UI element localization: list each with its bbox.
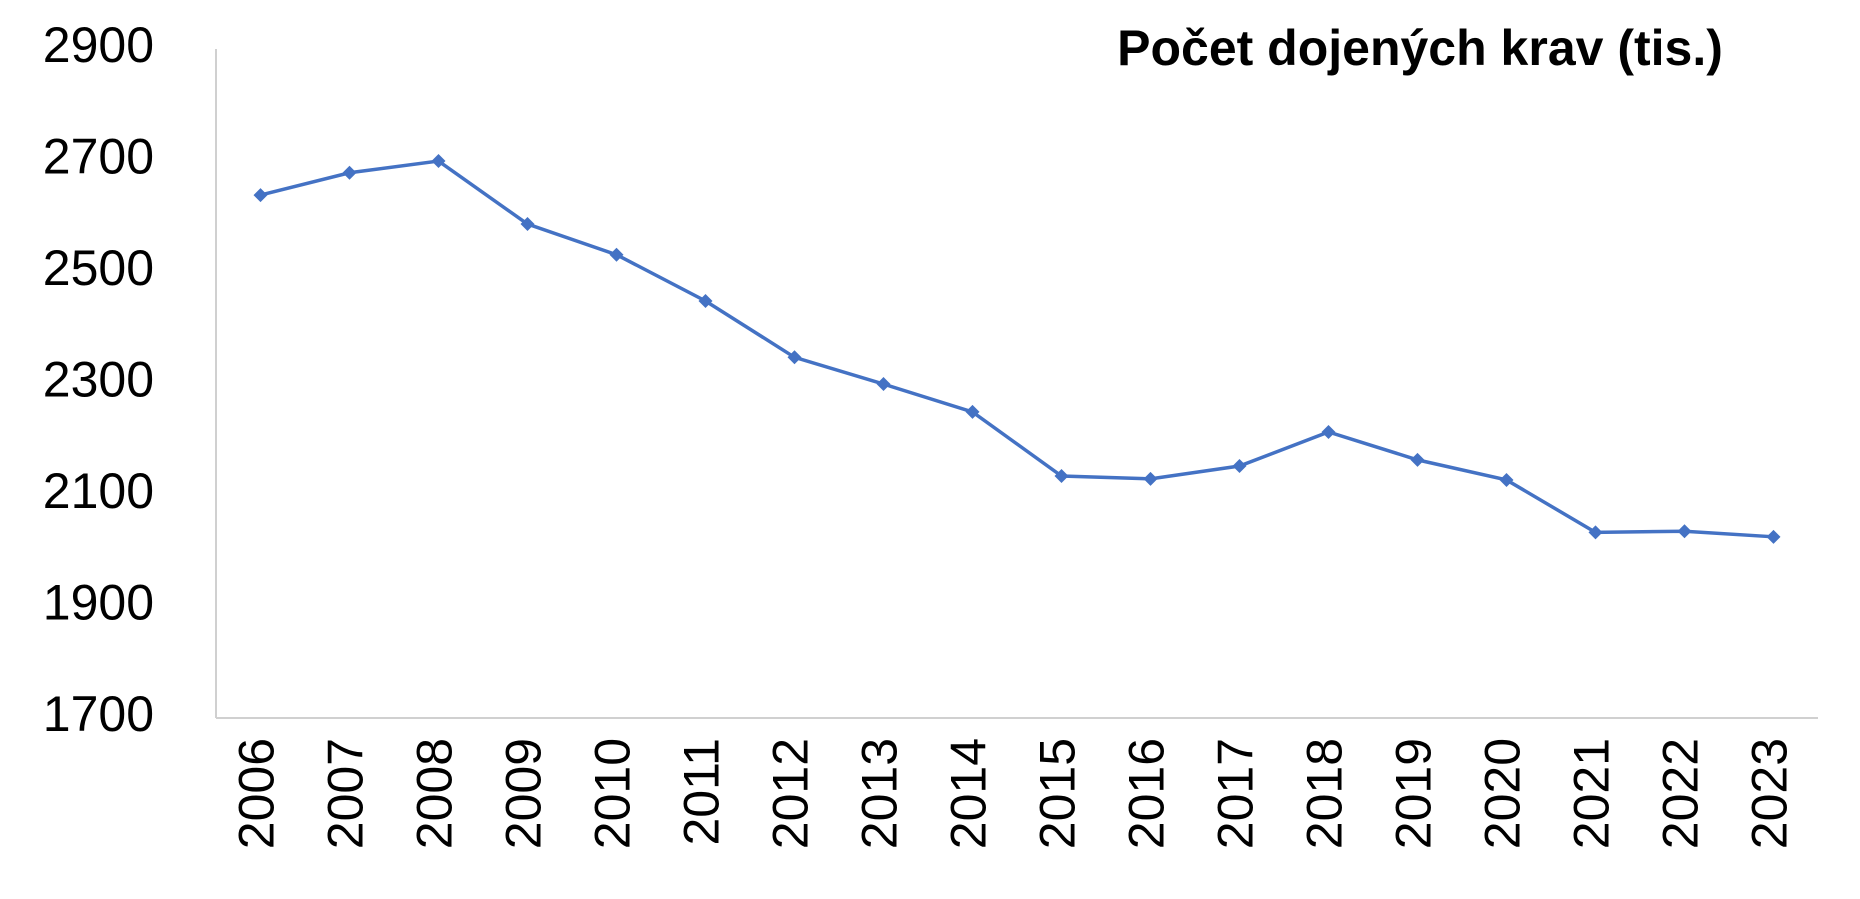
x-tick-label: 2022 bbox=[1653, 738, 1709, 849]
marker bbox=[520, 217, 535, 232]
marker bbox=[1054, 469, 1069, 484]
x-tick-label: 2019 bbox=[1386, 738, 1442, 849]
marker bbox=[787, 350, 802, 365]
marker bbox=[431, 154, 446, 169]
x-tick-label: 2021 bbox=[1564, 738, 1620, 849]
y-tick-label: 2500 bbox=[43, 240, 154, 296]
marker bbox=[1143, 471, 1158, 486]
x-tick-label: 2008 bbox=[407, 738, 463, 849]
x-tick-label: 2018 bbox=[1297, 738, 1353, 849]
x-tick-label: 2017 bbox=[1208, 738, 1264, 849]
x-tick-label: 2014 bbox=[941, 738, 997, 849]
marker bbox=[698, 293, 713, 308]
marker bbox=[1321, 425, 1336, 440]
x-tick-label: 2009 bbox=[496, 738, 552, 849]
y-tick-label: 2100 bbox=[43, 463, 154, 519]
y-tick-label: 2700 bbox=[43, 129, 154, 185]
marker bbox=[609, 247, 624, 262]
x-tick-label: 2012 bbox=[763, 738, 819, 849]
marker bbox=[876, 377, 891, 392]
y-tick-label: 1900 bbox=[43, 575, 154, 631]
x-tick-label: 2016 bbox=[1119, 738, 1175, 849]
x-tick-label: 2007 bbox=[318, 738, 374, 849]
x-tick-label: 2023 bbox=[1742, 738, 1798, 849]
marker bbox=[1588, 525, 1603, 540]
y-tick-label: 2900 bbox=[43, 17, 154, 73]
x-tick-label: 2013 bbox=[852, 738, 908, 849]
x-tick-label: 2010 bbox=[585, 738, 641, 849]
y-tick-label: 1700 bbox=[43, 686, 154, 742]
marker bbox=[1766, 529, 1781, 544]
y-tick-label: 2300 bbox=[43, 352, 154, 408]
marker bbox=[1410, 452, 1425, 467]
x-tick-label: 2006 bbox=[229, 738, 285, 849]
marker bbox=[1232, 459, 1247, 474]
marker bbox=[1677, 524, 1692, 539]
marker bbox=[253, 188, 268, 203]
line bbox=[260, 159, 1774, 539]
marker bbox=[342, 165, 357, 180]
x-tick-label: 2015 bbox=[1030, 738, 1086, 849]
marker bbox=[1499, 472, 1514, 487]
x-tick-label: 2020 bbox=[1475, 738, 1531, 849]
x-tick-label: 2011 bbox=[674, 738, 730, 846]
chart-title: Počet dojených krav (tis.) bbox=[1117, 20, 1723, 76]
marker bbox=[965, 404, 980, 419]
